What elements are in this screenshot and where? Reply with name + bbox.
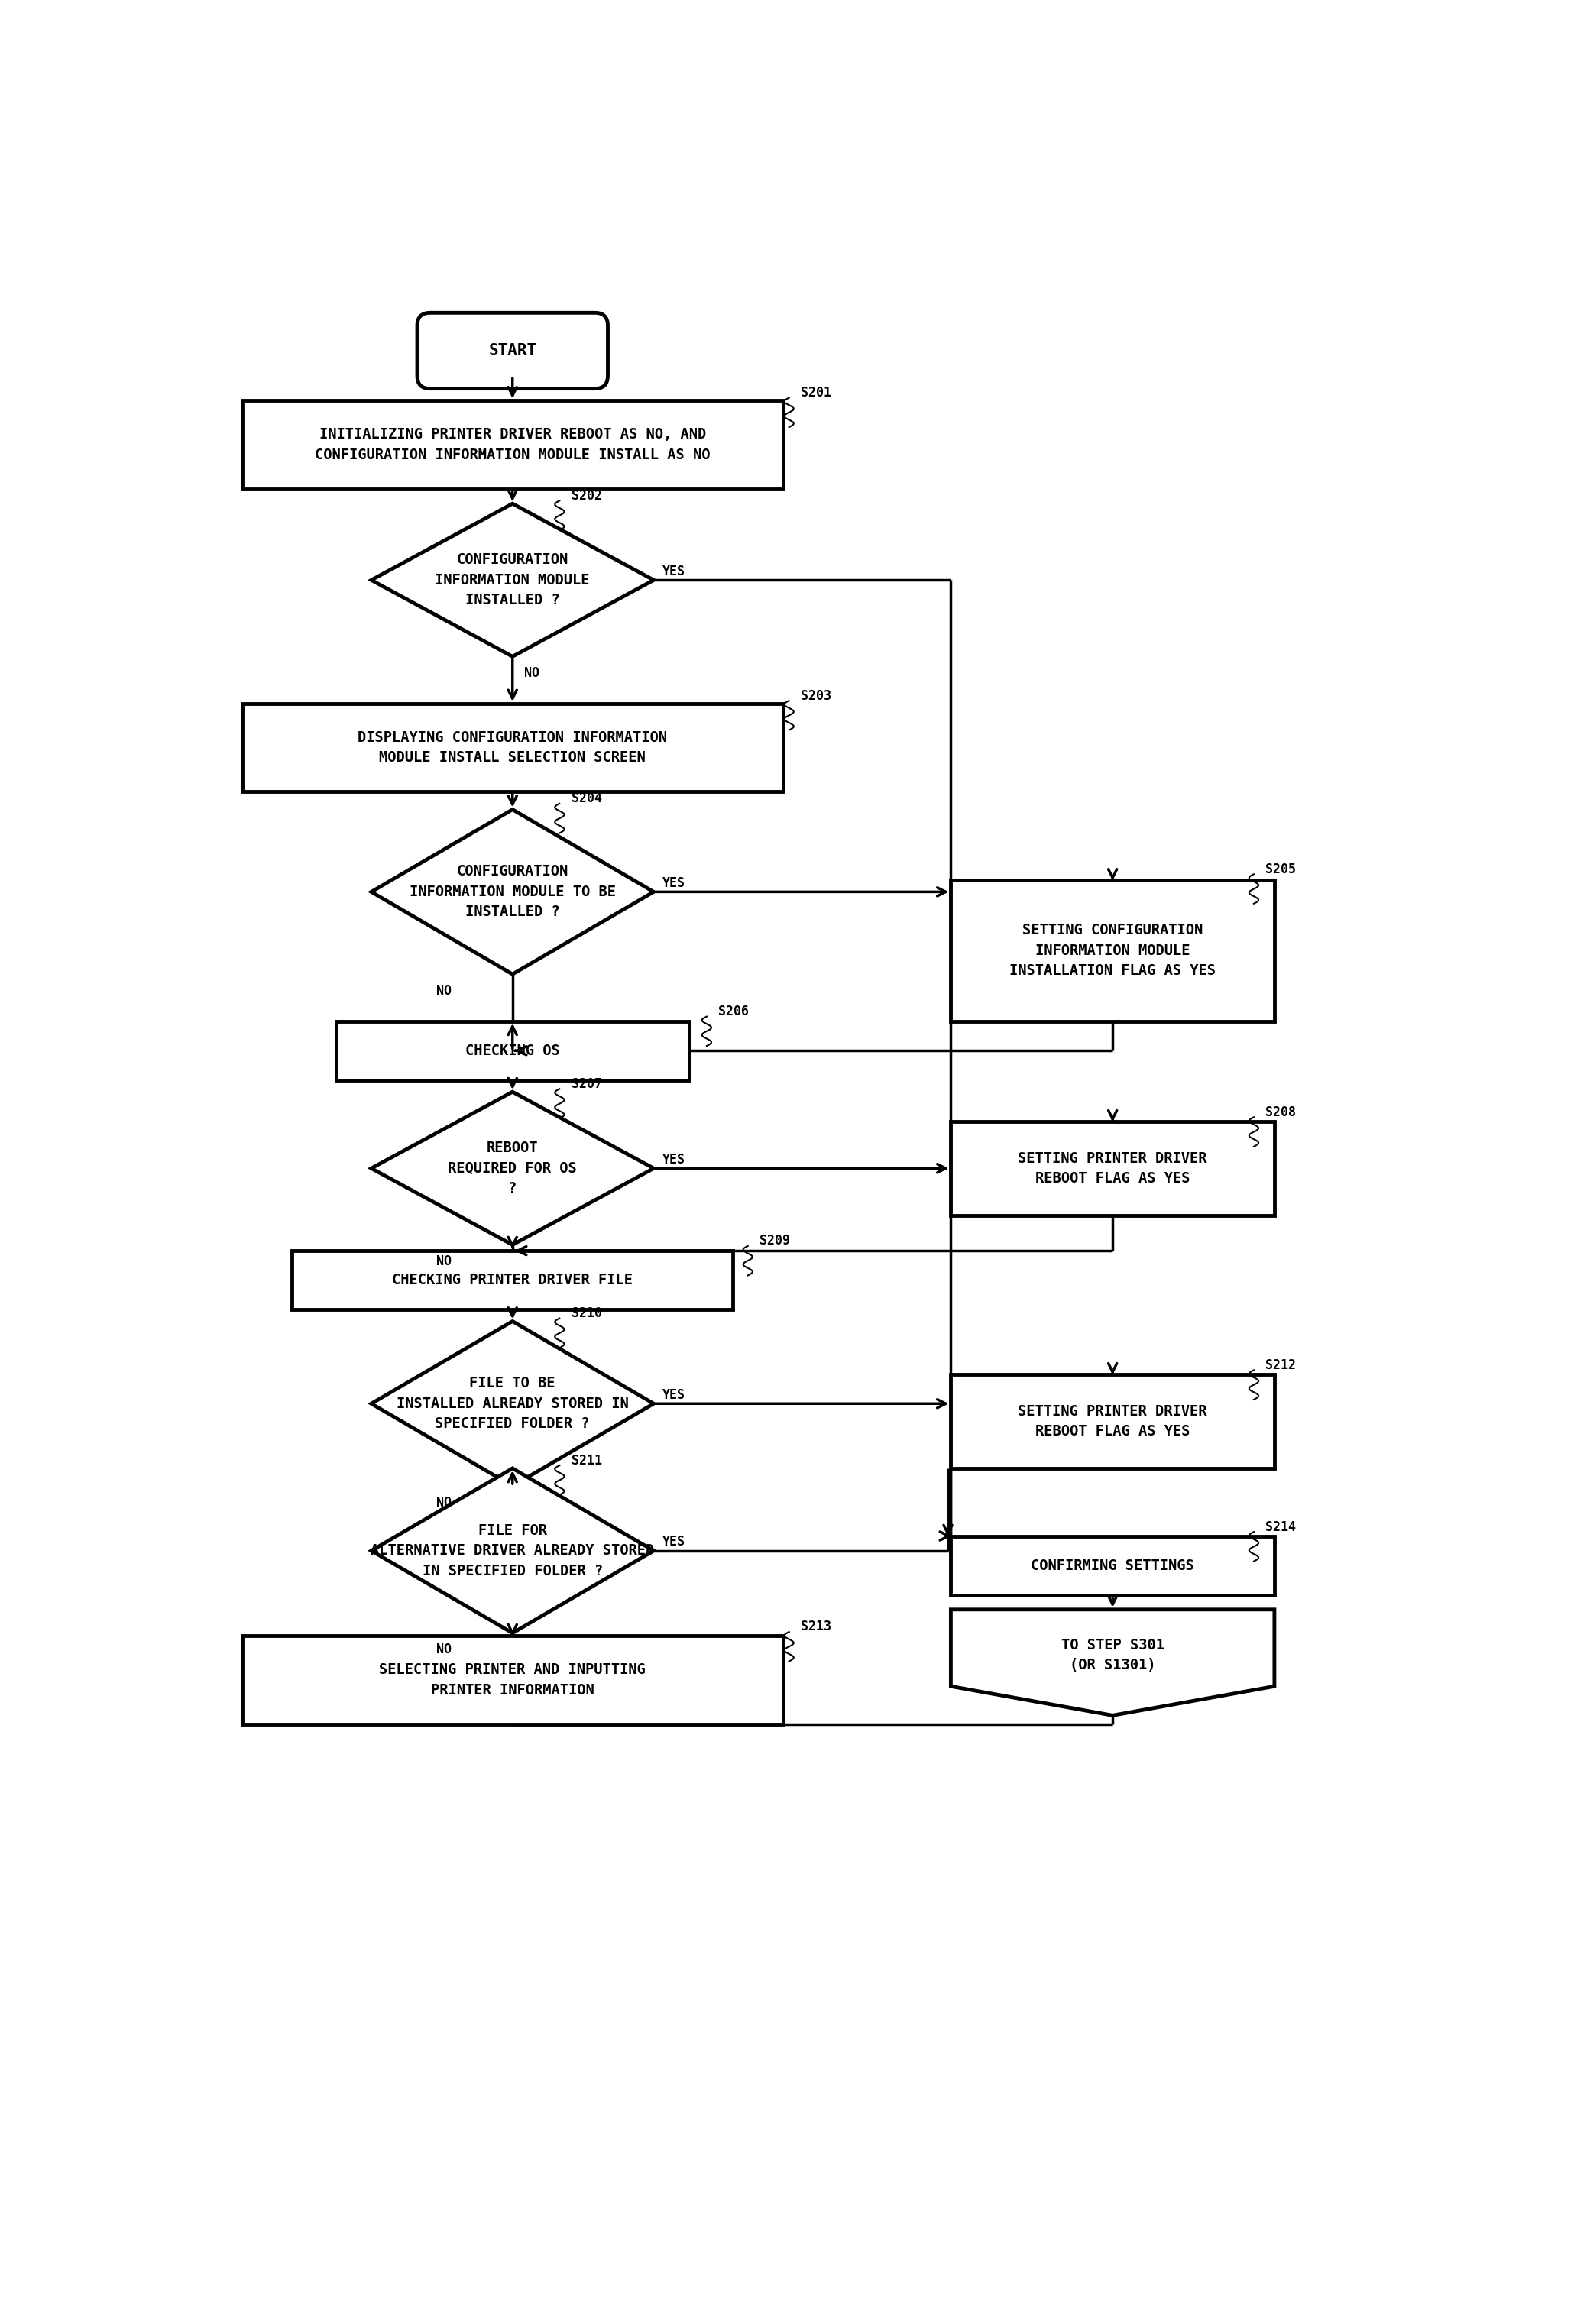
Text: NO: NO bbox=[436, 1255, 452, 1269]
Text: NO: NO bbox=[436, 1643, 452, 1657]
Text: SETTING PRINTER DRIVER
REBOOT FLAG AS YES: SETTING PRINTER DRIVER REBOOT FLAG AS YE… bbox=[1018, 1150, 1207, 1185]
Text: CHECKING OS: CHECKING OS bbox=[466, 1043, 560, 1057]
Text: DISPLAYING CONFIGURATION INFORMATION
MODULE INSTALL SELECTION SCREEN: DISPLAYING CONFIGURATION INFORMATION MOD… bbox=[357, 730, 667, 765]
Polygon shape bbox=[371, 1092, 653, 1246]
Text: INITIALIZING PRINTER DRIVER REBOOT AS NO, AND
CONFIGURATION INFORMATION MODULE I: INITIALIZING PRINTER DRIVER REBOOT AS NO… bbox=[315, 428, 710, 462]
Text: YES: YES bbox=[663, 1153, 685, 1167]
FancyBboxPatch shape bbox=[242, 1636, 784, 1724]
Text: YES: YES bbox=[663, 1387, 685, 1401]
Text: S207: S207 bbox=[571, 1076, 601, 1090]
Polygon shape bbox=[371, 504, 653, 658]
Polygon shape bbox=[371, 809, 653, 974]
Text: S211: S211 bbox=[571, 1452, 601, 1466]
Text: NO: NO bbox=[436, 983, 452, 997]
Text: SETTING PRINTER DRIVER
REBOOT FLAG AS YES: SETTING PRINTER DRIVER REBOOT FLAG AS YE… bbox=[1018, 1404, 1207, 1439]
FancyBboxPatch shape bbox=[242, 400, 784, 488]
FancyBboxPatch shape bbox=[951, 1536, 1275, 1594]
Text: S208: S208 bbox=[1265, 1106, 1295, 1120]
Text: S206: S206 bbox=[718, 1004, 749, 1018]
FancyBboxPatch shape bbox=[951, 1373, 1275, 1469]
Text: S209: S209 bbox=[760, 1234, 790, 1248]
Text: YES: YES bbox=[663, 565, 685, 579]
Polygon shape bbox=[951, 1611, 1275, 1715]
Text: START: START bbox=[488, 344, 537, 358]
Text: S201: S201 bbox=[801, 386, 831, 400]
Text: FILE TO BE
INSTALLED ALREADY STORED IN
SPECIFIED FOLDER ?: FILE TO BE INSTALLED ALREADY STORED IN S… bbox=[397, 1376, 628, 1432]
FancyBboxPatch shape bbox=[335, 1020, 689, 1081]
Polygon shape bbox=[371, 1322, 653, 1485]
FancyBboxPatch shape bbox=[291, 1250, 733, 1308]
Text: TO STEP S301
(OR S1301): TO STEP S301 (OR S1301) bbox=[1061, 1638, 1165, 1673]
Text: CONFIRMING SETTINGS: CONFIRMING SETTINGS bbox=[1031, 1557, 1195, 1573]
FancyBboxPatch shape bbox=[417, 314, 608, 388]
Text: FILE FOR
ALTERNATIVE DRIVER ALREADY STORED
IN SPECIFIED FOLDER ?: FILE FOR ALTERNATIVE DRIVER ALREADY STOR… bbox=[370, 1522, 655, 1578]
Text: CONFIGURATION
INFORMATION MODULE
INSTALLED ?: CONFIGURATION INFORMATION MODULE INSTALL… bbox=[434, 553, 590, 607]
Text: CONFIGURATION
INFORMATION MODULE TO BE
INSTALLED ?: CONFIGURATION INFORMATION MODULE TO BE I… bbox=[409, 865, 615, 920]
Text: S210: S210 bbox=[571, 1306, 601, 1320]
Polygon shape bbox=[371, 1469, 653, 1634]
Text: S202: S202 bbox=[571, 488, 601, 502]
Text: NO: NO bbox=[436, 1497, 452, 1508]
Text: YES: YES bbox=[663, 1534, 685, 1548]
Text: S212: S212 bbox=[1265, 1357, 1295, 1371]
FancyBboxPatch shape bbox=[951, 1120, 1275, 1215]
Text: CHECKING PRINTER DRIVER FILE: CHECKING PRINTER DRIVER FILE bbox=[392, 1274, 633, 1287]
FancyBboxPatch shape bbox=[242, 704, 784, 792]
Text: S214: S214 bbox=[1265, 1520, 1295, 1534]
FancyBboxPatch shape bbox=[951, 881, 1275, 1020]
Text: S204: S204 bbox=[571, 792, 601, 806]
Text: SETTING CONFIGURATION
INFORMATION MODULE
INSTALLATION FLAG AS YES: SETTING CONFIGURATION INFORMATION MODULE… bbox=[1009, 923, 1215, 978]
Text: S205: S205 bbox=[1265, 862, 1295, 876]
Text: S213: S213 bbox=[801, 1620, 831, 1634]
Text: REBOOT
REQUIRED FOR OS
?: REBOOT REQUIRED FOR OS ? bbox=[449, 1141, 578, 1197]
Text: SELECTING PRINTER AND INPUTTING
PRINTER INFORMATION: SELECTING PRINTER AND INPUTTING PRINTER … bbox=[379, 1662, 645, 1697]
Text: NO: NO bbox=[524, 667, 540, 681]
Text: S203: S203 bbox=[801, 688, 831, 702]
Text: YES: YES bbox=[663, 876, 685, 890]
